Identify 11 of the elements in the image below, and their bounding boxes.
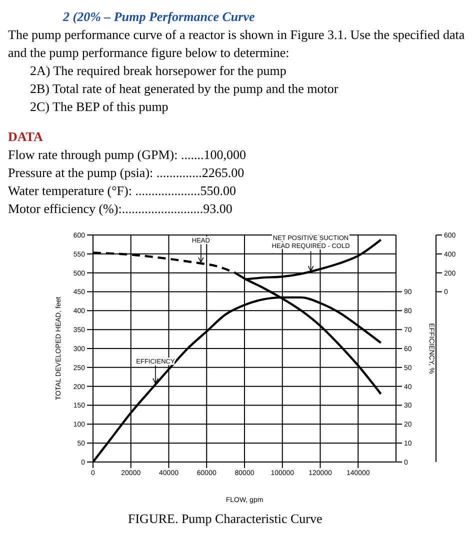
text: The pump performance curve of a reactor is shown in Figure 3.1. Use the specified data and the pump performance figure below to determine: [8,27,465,60]
text: Pressure at the pump (psia): ..............2265.00 [8,165,244,180]
text: Water temperature (°F): ....................550.00 [8,183,236,198]
text: DATA [8,129,43,144]
text: 2C) The BEP of this pump [30,99,168,114]
text: FIGURE. Pump Characteristic Curve [128,511,322,526]
text: 2B) Total rate of heat generated by the pump and the motor [30,81,338,96]
text: Flow rate through pump (GPM): .......100,000 [8,147,246,162]
text: 2A) The required break horsepower for the pump [30,63,286,78]
chart-title: 2 (20% – Pump Performance Curve [63,9,255,24]
text: Motor efficiency (%):.........................93.00 [8,201,232,216]
